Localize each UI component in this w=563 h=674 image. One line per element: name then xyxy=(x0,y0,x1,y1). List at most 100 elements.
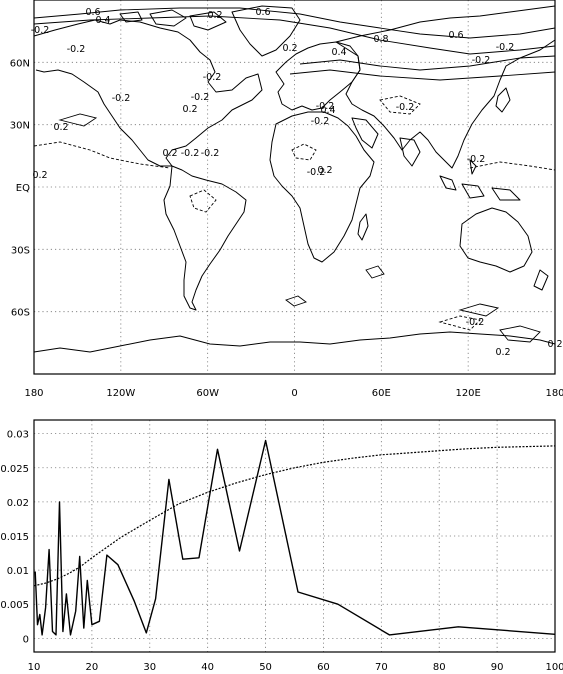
coastline-new-zealand xyxy=(533,269,549,291)
map-contour-label: 0.2 xyxy=(495,347,510,358)
map-y-tick-label: 30N xyxy=(10,121,30,132)
coastline-arabia-india xyxy=(351,117,421,167)
coastline-africa xyxy=(269,111,375,263)
coastline-north-america xyxy=(33,19,263,167)
line-x-tick-label: 50 xyxy=(259,662,272,673)
map-contour-label: 0.2 xyxy=(317,165,332,176)
contour-arctic-positive-3 xyxy=(299,55,556,71)
map-contour-label: 0.2 xyxy=(162,148,177,159)
line-x-tick-label: 30 xyxy=(143,662,156,673)
map-grid xyxy=(34,0,555,374)
line-chart-grid xyxy=(34,420,555,652)
map-x-tick-label: 120E xyxy=(455,388,480,399)
line-y-tick-label: 0.02 xyxy=(7,498,29,509)
line-chart-x-axis-labels: 10 20 30 40 50 60 70 80 90 100 xyxy=(28,662,563,673)
map-contour-label: -0.2 xyxy=(467,154,486,165)
line-chart-frame xyxy=(33,419,556,653)
line-y-tick-label: 0.005 xyxy=(0,600,29,611)
coastline-europe xyxy=(275,41,361,111)
map-contour-label: -0.2 xyxy=(191,92,210,103)
map-contour-label: 0.8 xyxy=(373,34,388,45)
contour-negative-antarctic-1 xyxy=(438,315,481,331)
line-x-tick-label: 100 xyxy=(545,662,563,673)
line-chart-series xyxy=(33,439,556,636)
map-x-tick-label: 60E xyxy=(372,388,391,399)
map-contour-label: -0.2 xyxy=(307,167,326,178)
map-contour-label: -0.2 xyxy=(396,102,415,113)
contour-negative-west-pacific xyxy=(469,161,556,171)
map-contour-label: -0.2 xyxy=(201,148,220,159)
map-contour-label: 0.2 xyxy=(32,170,47,181)
contour-positive-north-pacific xyxy=(58,113,98,127)
map-x-axis-labels: 180 120W 60W 0 60E 120E 180 xyxy=(24,388,563,399)
map-frame xyxy=(33,0,556,375)
contour-arctic-positive-2 xyxy=(33,15,556,55)
line-x-tick-label: 60 xyxy=(317,662,330,673)
line-y-tick-label: 0.025 xyxy=(0,464,29,475)
line-x-tick-label: 10 xyxy=(28,662,41,673)
coastline-madagascar xyxy=(357,213,369,241)
contour-positive-southern-indian xyxy=(365,265,385,279)
map-contour-label: -0.2 xyxy=(466,317,485,328)
map-contour-label: -0.2 xyxy=(311,116,330,127)
map-contour-label: -0.2 xyxy=(112,93,131,104)
map-x-tick-label: 180 xyxy=(24,388,43,399)
map-contour-labels: 0.60.4-0.20.2 0.60.80.40.6-0.2-0.2-0.20.2… xyxy=(31,7,563,358)
contour-arctic-positive-1 xyxy=(33,7,556,39)
line-x-tick-label: 80 xyxy=(433,662,446,673)
series-line-dashed xyxy=(33,445,556,587)
coastline-australia xyxy=(459,207,533,273)
coastline-maritime-se-asia xyxy=(439,159,521,201)
map-contour-label: 0.4 xyxy=(95,15,110,26)
map-contour-label: 0.6 xyxy=(448,30,463,41)
map-contour-label: 0.2 xyxy=(207,10,222,21)
map-contour-label: -0.2 xyxy=(316,101,335,112)
line-x-tick-label: 90 xyxy=(491,662,504,673)
line-chart-y-axis-labels: 0 0.005 0.01 0.015 0.02 0.025 0.03 xyxy=(0,430,29,646)
map-contour-label: -0.2 xyxy=(496,42,515,53)
map-contour-label: 0.4 xyxy=(331,47,346,58)
map-x-tick-label: 120W xyxy=(106,388,135,399)
series-line-solid xyxy=(34,439,556,636)
map-contour-label: 0.2 xyxy=(282,43,297,54)
map-contour-label: -0.2 xyxy=(181,148,200,159)
contour-negative-siberia xyxy=(379,95,421,115)
map-contour-label: -0.2 xyxy=(67,44,86,55)
map-y-tick-label: 60S xyxy=(11,308,30,319)
coastline-arctic-islands xyxy=(119,9,227,31)
map-contour-label: 0.4 xyxy=(320,105,335,116)
coastline-asia xyxy=(335,5,556,169)
line-y-tick-label: 0.03 xyxy=(7,430,29,441)
map-contour-label: 0.2 xyxy=(53,122,68,133)
coastline-south-america xyxy=(163,165,247,311)
map-y-tick-label: 60N xyxy=(10,58,30,69)
map-y-tick-label: EQ xyxy=(16,183,30,194)
map-panel: 0.60.4-0.20.2 0.60.80.40.6-0.2-0.2-0.20.2… xyxy=(10,0,563,399)
line-x-tick-label: 40 xyxy=(201,662,214,673)
line-chart-panel: 0 0.005 0.01 0.015 0.02 0.025 0.03 10 20 30 40 50 6… xyxy=(0,419,563,673)
line-x-tick-label: 70 xyxy=(375,662,388,673)
coastline-greenland xyxy=(231,5,301,57)
map-contours xyxy=(33,7,556,343)
coastline-japan xyxy=(495,87,511,113)
line-y-tick-label: 0.01 xyxy=(7,566,29,577)
map-x-tick-label: 180 xyxy=(545,388,563,399)
map-contour-label: 0.6 xyxy=(85,7,100,18)
map-contour-label: -0.2 xyxy=(472,55,491,66)
contour-arctic-positive-4 xyxy=(289,69,556,81)
line-x-tick-label: 20 xyxy=(86,662,99,673)
contour-positive-southern-ocean-2 xyxy=(458,303,500,317)
contour-negative-tropical-atlantic xyxy=(33,141,171,169)
map-y-axis-labels: 60N 30N EQ 30S 60S xyxy=(10,58,30,318)
map-contour-label: 0.2 xyxy=(182,104,197,115)
contour-positive-antarctic xyxy=(499,325,541,343)
line-y-tick-label: 0 xyxy=(23,634,29,645)
map-coastlines xyxy=(33,5,556,353)
coastline-antarctica xyxy=(33,331,556,353)
map-contour-label: -0.2 xyxy=(31,25,50,36)
contour-negative-amazon xyxy=(189,189,217,213)
line-y-tick-label: 0.015 xyxy=(0,532,29,543)
map-contour-label: -0.2 xyxy=(203,72,222,83)
map-x-tick-label: 0 xyxy=(291,388,297,399)
